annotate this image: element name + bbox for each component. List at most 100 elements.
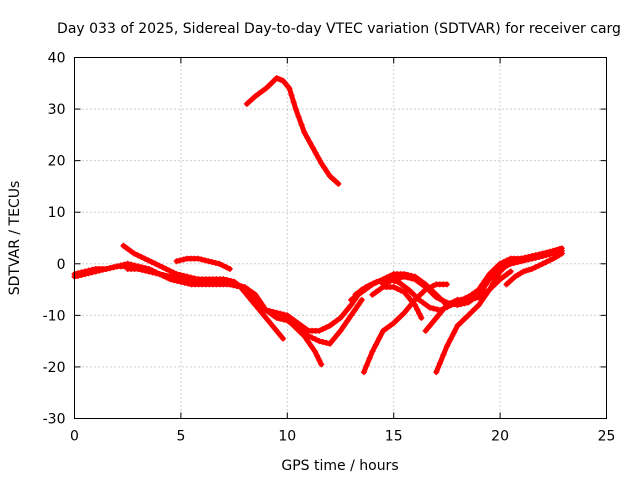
data-point [511,257,518,264]
data-point [298,322,305,329]
data-point [265,318,272,325]
data-point [135,265,142,272]
data-point [82,271,89,278]
data-point [280,335,287,342]
data-point [408,297,415,304]
data-point [443,343,450,350]
data-point [106,265,113,272]
data-point [194,276,201,283]
data-point [263,307,270,314]
data-point [539,253,546,260]
data-point [555,246,562,253]
y-tick-label: 20 [48,154,66,170]
data-point [330,320,337,327]
data-point [479,296,486,303]
y-tick-label: -10 [43,308,66,324]
data-point [266,309,273,316]
data-point [433,314,440,321]
data-point [248,296,255,303]
data-point [304,134,311,141]
data-point [319,326,326,333]
data-point [553,247,560,254]
data-point [315,155,322,162]
data-point [156,271,163,278]
data-point [536,262,543,269]
data-point [369,291,376,298]
data-point [415,278,422,285]
data-point [326,322,333,329]
data-point [422,327,429,334]
data-point [333,332,340,339]
x-tick-label: 25 [598,429,616,445]
series-track-7 [244,75,341,187]
data-point [89,269,96,276]
series-track-12 [369,284,424,321]
data-point [231,281,238,288]
data-point [472,305,479,312]
data-point [173,258,180,265]
data-point [110,264,117,271]
data-point [323,339,330,346]
data-point [238,283,245,290]
data-point [402,283,409,290]
data-point [335,180,342,187]
data-point [482,291,489,298]
data-point [337,327,344,334]
data-point [198,256,205,263]
data-point [363,283,370,290]
data-point [429,283,436,290]
data-point [314,352,321,359]
data-point [273,309,280,316]
data-point [468,308,475,315]
data-point [472,295,479,302]
data-point [277,315,284,322]
data-point [426,284,433,291]
data-point [177,257,184,264]
data-point [440,351,447,358]
data-point [191,275,198,282]
data-point [351,307,358,314]
data-point [181,279,188,286]
data-point [121,261,128,268]
data-point [167,276,174,283]
data-point [262,314,269,321]
data-point [276,331,283,338]
data-point [436,310,443,317]
data-point [318,160,325,167]
data-point [234,282,241,289]
data-point [312,149,319,156]
data-point [497,268,504,275]
data-point [436,360,443,367]
y-tick-label: 10 [48,205,66,221]
data-point [333,317,340,324]
data-point [141,255,148,262]
data-point [529,265,536,272]
x-tick-label: 10 [278,429,296,445]
data-point [309,144,316,151]
data-point [170,269,177,276]
data-point [298,121,305,128]
data-point [468,296,475,303]
data-point [394,285,401,292]
data-point [383,325,390,332]
data-point [337,314,344,321]
data-point [297,329,304,336]
data-point [416,310,423,317]
data-point [387,322,394,329]
data-point [369,348,376,355]
data-point [330,336,337,343]
data-point [127,247,134,254]
data-point [280,311,287,318]
grid [74,57,607,419]
data-point [359,286,366,293]
data-point [244,292,251,299]
data-point [514,256,521,263]
data-point [465,296,472,303]
data-point [152,260,159,267]
data-point [85,270,92,277]
data-point [304,338,311,345]
data-point [401,289,408,296]
data-point [550,247,557,254]
data-point [475,302,482,309]
data-point [155,262,162,269]
